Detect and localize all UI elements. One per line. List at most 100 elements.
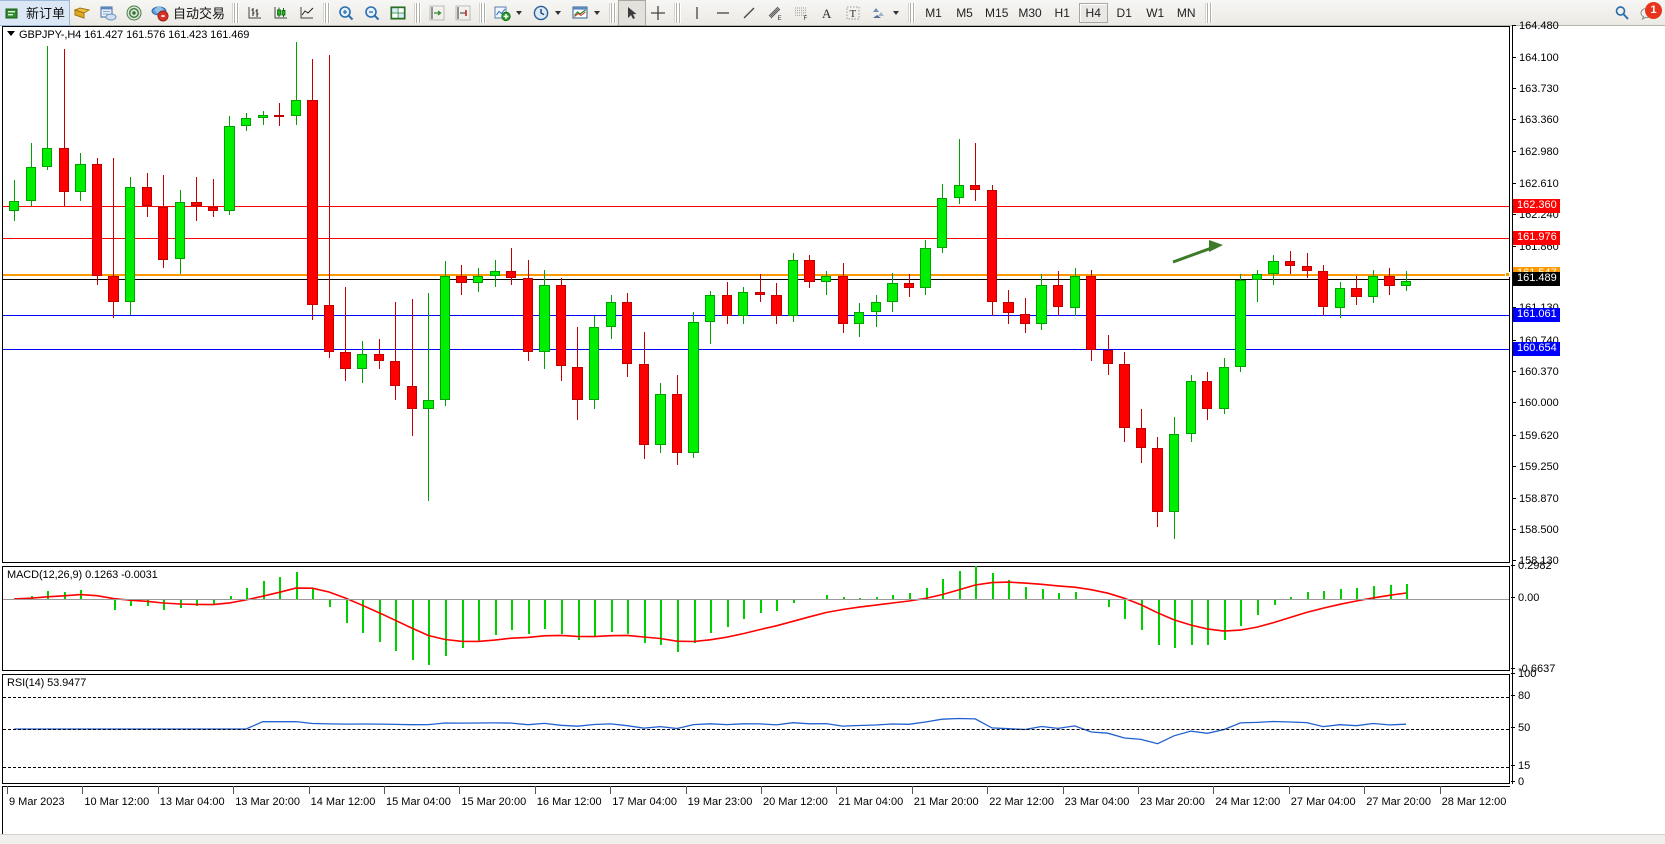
candlestick-chart-button[interactable] [268, 1, 294, 25]
trendline-tool-button[interactable] [736, 1, 762, 25]
price-level-line[interactable] [3, 238, 1509, 239]
zoom-in-button[interactable] [333, 1, 359, 25]
price-level-line[interactable] [3, 279, 1509, 280]
chevron-down-icon[interactable] [515, 8, 524, 17]
chevron-down-icon[interactable] [892, 8, 901, 17]
timeframe-d1[interactable]: D1 [1116, 5, 1132, 20]
price-level-line[interactable] [3, 349, 1509, 351]
zoom-out-button[interactable] [359, 1, 385, 25]
macd-histogram-bar [776, 598, 779, 611]
periods-button[interactable] [528, 1, 567, 25]
market-watch-button[interactable] [95, 1, 121, 25]
uptrend-arrow-annotation[interactable] [1171, 232, 1231, 272]
timeframe-m1[interactable]: M1 [925, 5, 942, 20]
timeframe-mn[interactable]: MN [1176, 5, 1196, 20]
auto-scroll-button[interactable] [424, 1, 450, 25]
macd-histogram-bar [793, 598, 795, 603]
macd-histogram-bar [759, 598, 762, 614]
time-axis-tick [1138, 786, 1139, 794]
indicators-button[interactable] [489, 1, 528, 25]
timeframe-m30[interactable]: M30 [1018, 5, 1042, 20]
zoom-in-icon [337, 4, 355, 22]
toolbar-separator [609, 2, 617, 23]
timeframe-h1[interactable]: H1 [1054, 5, 1070, 20]
time-scale-axis[interactable]: 9 Mar 2023 10 Mar 12:00 13 Mar 04:00 13 Mar… [2, 786, 1510, 844]
macd-histogram-bar [196, 598, 199, 607]
indicators-icon [493, 4, 511, 22]
price-level-line[interactable] [3, 205, 1509, 207]
macd-histogram-bar [146, 598, 149, 606]
macd-histogram-bar [329, 598, 331, 607]
templates-button[interactable] [567, 1, 606, 25]
text-label-tool-button[interactable]: T [840, 1, 866, 25]
time-axis-label: 21 Mar 20:00 [913, 796, 979, 808]
toolbar-separator [323, 2, 331, 23]
chart-window-button[interactable] [385, 1, 411, 25]
svg-text:F: F [804, 16, 808, 22]
price-axis-tick: 160.740 [1512, 336, 1559, 347]
macd-histogram-bar [478, 598, 481, 642]
price-level-handle[interactable] [1505, 272, 1510, 278]
macd-signal-line [14, 581, 1407, 643]
macd-histogram-bar [1323, 591, 1326, 599]
price-axis-tick: 162.980 [1512, 147, 1559, 158]
time-axis-tick [7, 786, 8, 794]
chevron-down-icon[interactable] [593, 8, 602, 17]
price-axis-tick: 158.500 [1512, 524, 1559, 536]
new-order-button[interactable]: 新订单 [0, 0, 71, 26]
macd-histogram-bar [1223, 598, 1226, 640]
macd-histogram-bar [610, 598, 613, 633]
symbol-dropdown-icon[interactable] [7, 31, 15, 36]
fibonacci-tool-button[interactable]: F [788, 1, 814, 25]
timeframe-m5[interactable]: M5 [956, 5, 973, 20]
line-chart-button[interactable] [294, 1, 320, 25]
text-icon: A [818, 4, 836, 22]
macd-histogram-bar [527, 598, 530, 634]
timeframe-m15[interactable]: M15 [985, 5, 1009, 20]
macd-histogram-bar [246, 588, 249, 599]
search-button[interactable] [1609, 1, 1635, 25]
macd-histogram-bar [991, 573, 994, 599]
macd-histogram-bar [378, 598, 381, 643]
new-order-label: 新订单 [26, 6, 66, 21]
price-badge-red: 162.360 [1513, 198, 1560, 213]
time-axis-tick [685, 786, 687, 794]
text-tool-button[interactable]: A [814, 1, 840, 25]
macd-histogram-bar [163, 598, 166, 611]
crosshair-tool-button[interactable] [645, 1, 671, 25]
macd-histogram-bar [47, 590, 50, 599]
equidistant-channel-tool-button[interactable]: E [762, 1, 788, 25]
signals-button[interactable] [121, 1, 147, 25]
cursor-tool-button[interactable] [618, 0, 647, 26]
macd-histogram-bar [461, 598, 464, 649]
rsi-panel[interactable]: RSI(14) 53.9477 [2, 674, 1510, 784]
price-axis-tick: 162.240 [1512, 209, 1559, 221]
chart-shift-icon [454, 4, 472, 22]
horizontal-line-tool-button[interactable] [710, 1, 736, 25]
vertical-line-tool-button[interactable] [684, 1, 710, 25]
macd-histogram-bar [826, 595, 829, 599]
price-horizontal-lines [3, 27, 1510, 562]
macd-panel[interactable]: MACD(12,26,9) 0.1263 -0.0031 [2, 565, 1510, 671]
macd-histogram-bar [1356, 588, 1359, 599]
timeframe-h4[interactable]: H4 [1078, 2, 1108, 23]
bar-chart-button[interactable] [242, 1, 268, 25]
macd-histogram-bar [710, 598, 713, 633]
objects-list-button[interactable] [866, 1, 905, 25]
toolbar-separator [674, 2, 682, 23]
toolbar-separator [1204, 2, 1212, 23]
price-scale-axis[interactable]: 164.480 164.100 163.730 163.360 162.980 162.6… [1512, 21, 1665, 784]
chart-shift-button[interactable] [450, 1, 476, 25]
bottom-scroll-strip[interactable] [0, 834, 1665, 844]
notifications-button[interactable]: 1 [1635, 1, 1665, 25]
time-axis-label: 13 Mar 04:00 [159, 796, 225, 808]
timeframe-w1[interactable]: W1 [1146, 5, 1165, 20]
price-chart-panel[interactable]: GBPJPY-,H4 161.427 161.576 161.423 161.4… [2, 26, 1510, 563]
price-level-line[interactable] [3, 315, 1509, 317]
autotrading-button[interactable]: 自动交易 [147, 1, 229, 25]
zoom-out-icon [363, 4, 381, 22]
chevron-down-icon[interactable] [554, 8, 563, 17]
data-folder-button[interactable] [69, 1, 95, 25]
time-axis-label: 17 Mar 04:00 [612, 796, 678, 808]
price-level-line[interactable] [3, 272, 1510, 278]
